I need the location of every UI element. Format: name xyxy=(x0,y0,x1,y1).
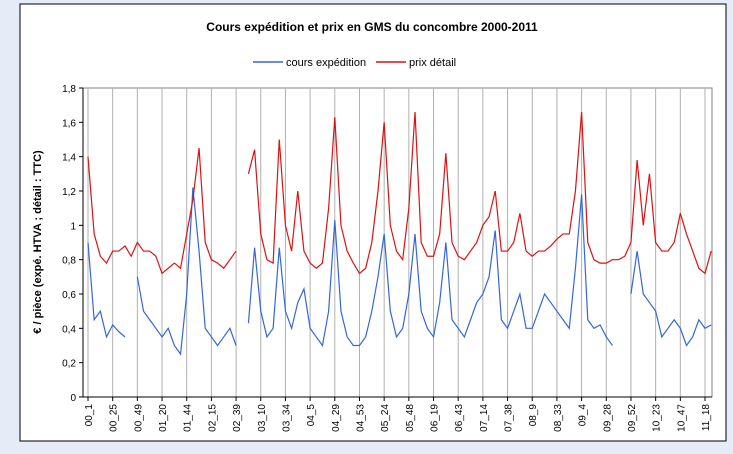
x-tick-label: 02_15 xyxy=(207,404,218,432)
plot-area xyxy=(82,87,713,398)
x-tick-label: 04_53 xyxy=(355,404,366,432)
x-tick-label: 11_18 xyxy=(701,404,712,432)
x-tick-label: 01_20 xyxy=(158,404,169,432)
x-tick-label: 05_48 xyxy=(405,404,416,432)
x-tick-label: 03_10 xyxy=(257,404,268,432)
y-tick-label: 0 xyxy=(70,393,76,404)
x-tick-label: 05_24 xyxy=(380,404,391,432)
y-tick-label: 1,8 xyxy=(62,84,76,95)
y-tick-label: 1,6 xyxy=(62,118,76,129)
x-tick-label: 07_38 xyxy=(504,404,515,432)
y-tick-label: 0,6 xyxy=(62,290,76,301)
x-tick-label: 10_23 xyxy=(652,404,663,432)
x-tick-label: 06_19 xyxy=(430,404,441,432)
y-tick-label: 0,2 xyxy=(62,359,76,370)
y-tick-label: 0,4 xyxy=(62,324,76,335)
chart-title: Cours expédition et prix en GMS du conco… xyxy=(206,20,538,34)
y-tick-label: 0,8 xyxy=(62,256,76,267)
y-tick-label: 1 xyxy=(70,221,76,232)
x-tick-label: 09_52 xyxy=(627,404,638,432)
series-line xyxy=(87,187,712,356)
x-tick-label: 07_14 xyxy=(479,404,490,432)
x-tick-label: 09_28 xyxy=(602,404,613,432)
x-tick-label: 03_34 xyxy=(281,404,292,432)
x-tick-label: 01_44 xyxy=(183,404,194,432)
x-tick-label: 08_9 xyxy=(528,404,539,427)
x-tick-label: 00_49 xyxy=(133,404,144,432)
x-tick-label: 09_4 xyxy=(578,404,589,427)
x-tick-label: 00_1 xyxy=(84,404,95,427)
series-line xyxy=(87,111,712,275)
x-tick-label: 06_43 xyxy=(454,404,465,432)
x-tick-label: 10_47 xyxy=(676,404,687,432)
y-axis-label: € / pièce (expé. HTVA ; détail : TTC) xyxy=(32,150,44,334)
legend-label: cours expédition xyxy=(286,57,366,69)
legend-label: prix détail xyxy=(409,57,456,69)
x-tick-label: 02_39 xyxy=(232,404,243,432)
x-tick-label: 04_5 xyxy=(306,404,317,427)
y-tick-label: 1,4 xyxy=(62,153,76,164)
x-tick-label: 04_29 xyxy=(331,404,342,432)
y-tick-label: 1,2 xyxy=(62,187,76,198)
x-tick-label: 00_25 xyxy=(109,404,120,432)
x-tick-label: 08_33 xyxy=(553,404,564,432)
